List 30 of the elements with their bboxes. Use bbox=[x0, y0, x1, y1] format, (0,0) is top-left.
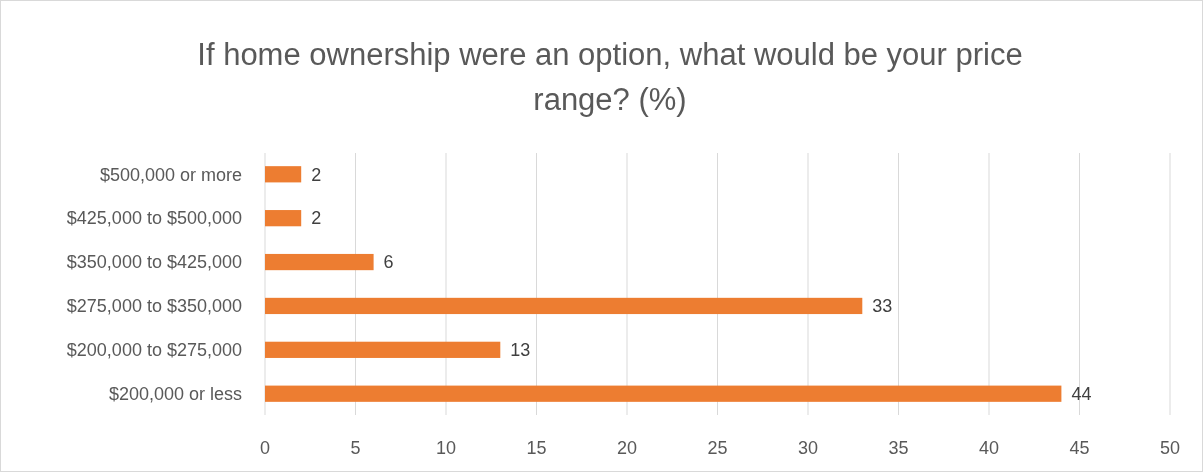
x-tick-label: 40 bbox=[978, 438, 1000, 459]
data-label: 6 bbox=[383, 252, 394, 273]
x-tick-label: 0 bbox=[259, 438, 271, 459]
x-tick-label: 5 bbox=[350, 438, 361, 459]
x-tick-label: 50 bbox=[1159, 438, 1181, 459]
y-tick-label: $350,000 to $425,000 bbox=[66, 252, 242, 273]
bar bbox=[265, 385, 1062, 402]
x-tick-label: 35 bbox=[888, 438, 909, 459]
y-tick-label: $275,000 to $350,000 bbox=[66, 296, 242, 317]
data-label: 2 bbox=[311, 208, 322, 229]
y-tick-label: $200,000 or less bbox=[108, 384, 242, 405]
bar bbox=[265, 253, 374, 271]
y-tick-label: $200,000 to $275,000 bbox=[66, 340, 242, 361]
x-tick-label: 25 bbox=[707, 438, 728, 459]
x-tick-label: 20 bbox=[616, 438, 638, 459]
chart-title: If home ownership were an option, what would be your price range? (%) bbox=[197, 37, 1023, 117]
x-tick-label: 45 bbox=[1069, 438, 1090, 459]
data-label: 13 bbox=[510, 340, 531, 361]
data-label: 44 bbox=[1071, 384, 1092, 405]
x-tick-label: 10 bbox=[435, 438, 457, 459]
data-label: 2 bbox=[311, 164, 322, 185]
x-tick-label: 30 bbox=[797, 438, 819, 459]
data-label: 33 bbox=[872, 296, 893, 317]
x-tick-label: 15 bbox=[526, 438, 547, 459]
y-tick-label: $500,000 or more bbox=[99, 164, 242, 185]
bar bbox=[265, 297, 863, 315]
bar bbox=[265, 166, 302, 183]
y-tick-label: $425,000 to $500,000 bbox=[66, 208, 242, 229]
bar bbox=[265, 210, 302, 227]
bar bbox=[265, 341, 501, 358]
